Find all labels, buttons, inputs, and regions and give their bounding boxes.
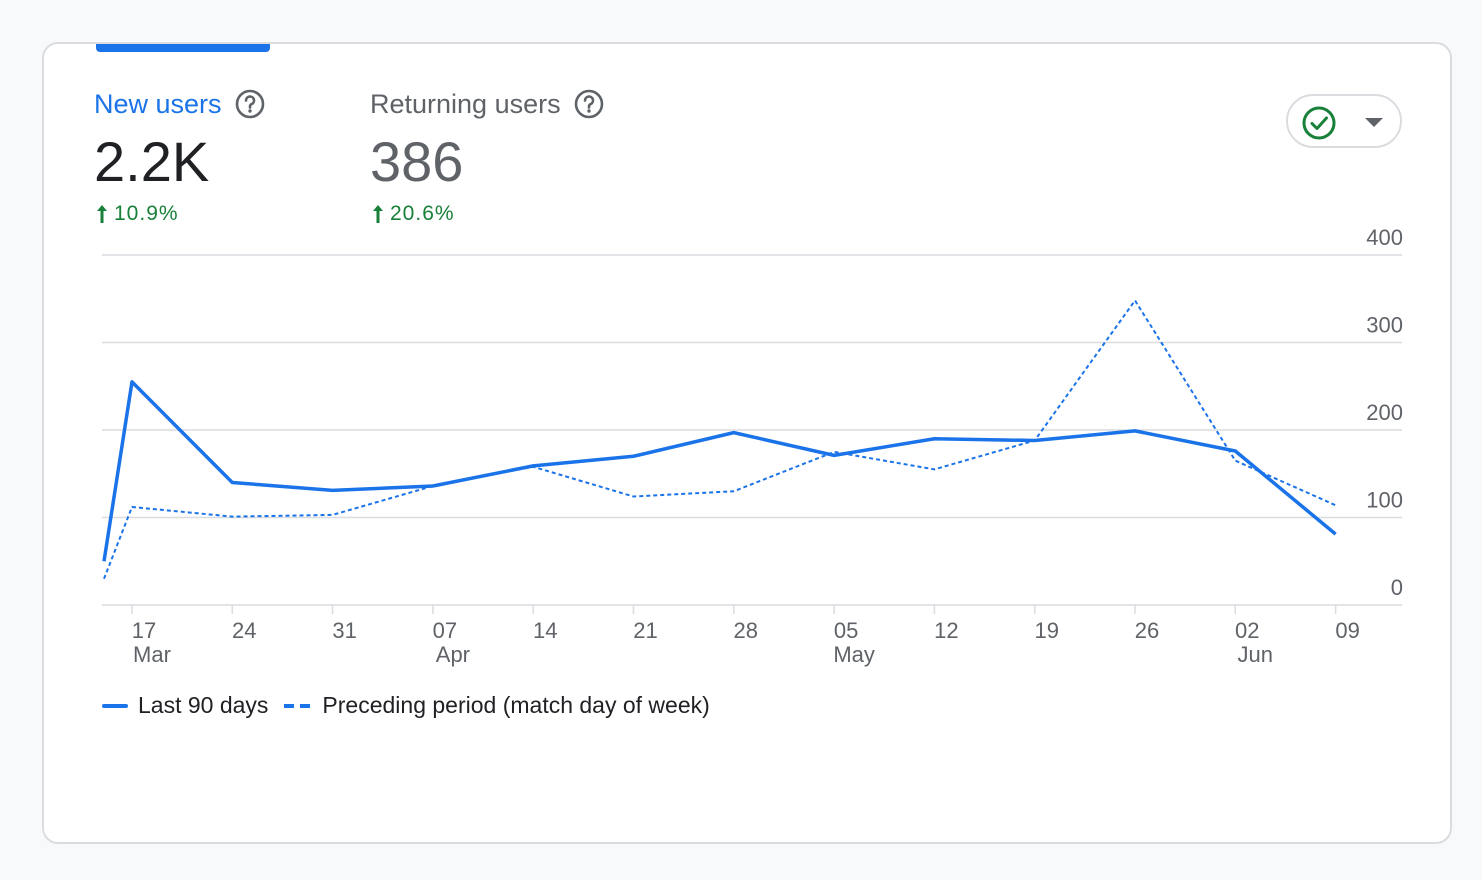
y-tick-label: 0 [1391, 575, 1403, 600]
comparison-toggle-button[interactable] [1286, 94, 1402, 148]
help-circle-icon[interactable] [573, 88, 605, 120]
x-tick-label: 19 [1034, 618, 1058, 643]
series-line-last-90-days [102, 380, 1337, 562]
legend-item-preceding-period[interactable]: Preceding period (match day of week) [284, 692, 710, 719]
caret-down-icon [1364, 116, 1384, 134]
x-tick-label: 24 [232, 618, 256, 643]
legend-label: Last 90 days [138, 692, 269, 718]
new-users-card: New users 2.2K 10.9% Returning users 386… [42, 42, 1452, 844]
x-tick-label: 02 [1235, 618, 1259, 643]
chart-legend: Last 90 days Preceding period (match day… [102, 692, 710, 719]
metric-returning-users[interactable]: Returning users 386 20.6% [370, 84, 605, 226]
x-tick-label: 12 [934, 618, 958, 643]
series-line-preceding-period [103, 299, 1337, 580]
x-tick-label: 28 [734, 618, 758, 643]
check-circle-icon [1302, 106, 1336, 145]
x-tick-label: 05 [834, 618, 858, 643]
change-value: 20.6% [390, 202, 455, 225]
x-tick-label: 07 [433, 618, 457, 643]
y-tick-label: 200 [1366, 400, 1403, 425]
active-tab-indicator [96, 44, 270, 52]
x-tick-label: 09 [1335, 618, 1359, 643]
x-tick-month-label: Mar [133, 642, 171, 667]
metric-value-returning-users: 386 [370, 130, 464, 193]
metric-value-new-users: 2.2K [94, 130, 210, 193]
arrow-up-icon [370, 203, 386, 225]
x-tick-label: 17 [132, 618, 156, 643]
x-tick-label: 31 [332, 618, 356, 643]
metric-label-new-users[interactable]: New users [94, 88, 222, 119]
metric-change-new-users: 10.9% [94, 202, 266, 226]
x-tick-label: 14 [533, 618, 557, 643]
change-value: 10.9% [114, 202, 179, 225]
legend-label: Preceding period (match day of week) [322, 692, 710, 718]
x-tick-label: 21 [633, 618, 657, 643]
metric-label-returning-users[interactable]: Returning users [370, 88, 561, 119]
legend-swatch-dashed [284, 703, 311, 708]
x-tick-month-label: May [833, 642, 875, 667]
help-circle-icon[interactable] [234, 88, 266, 120]
legend-item-last-90-days[interactable]: Last 90 days [102, 692, 268, 719]
y-tick-label: 400 [1366, 225, 1403, 250]
legend-swatch-solid [102, 703, 128, 708]
y-tick-label: 300 [1366, 313, 1403, 338]
x-tick-label: 26 [1135, 618, 1159, 643]
arrow-up-icon [94, 203, 110, 225]
x-tick-month-label: Jun [1238, 642, 1273, 667]
y-tick-label: 100 [1366, 488, 1403, 513]
metric-new-users[interactable]: New users 2.2K 10.9% [94, 84, 266, 226]
x-tick-month-label: Apr [436, 642, 470, 667]
metric-change-returning-users: 20.6% [370, 202, 605, 226]
